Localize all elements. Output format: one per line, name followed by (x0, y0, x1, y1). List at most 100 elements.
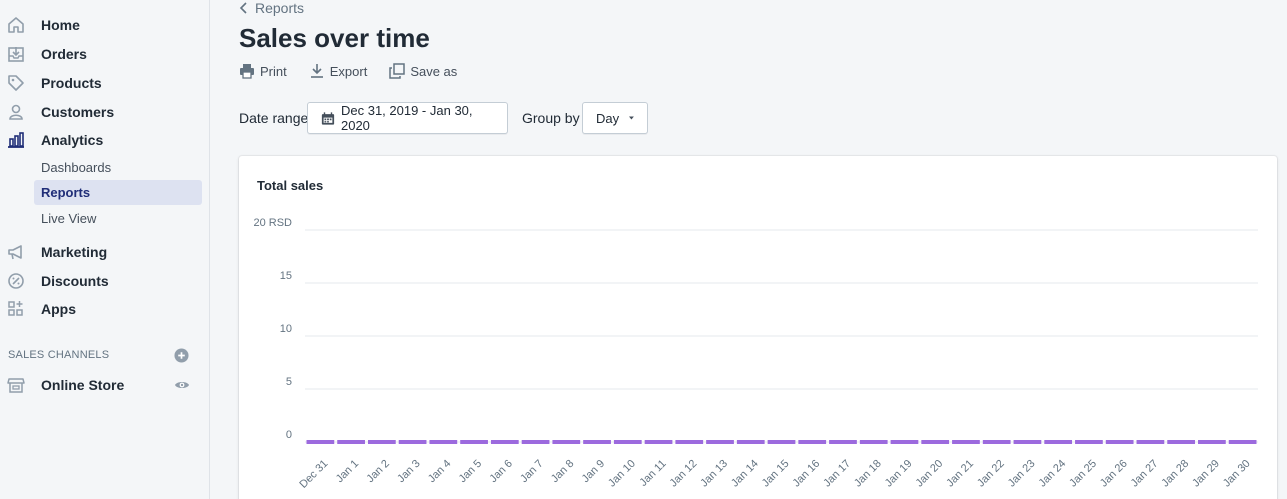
print-icon (240, 64, 254, 79)
y-tick-label: 10 (280, 323, 292, 335)
bar[interactable] (367, 440, 396, 444)
y-tick-label: 5 (286, 376, 292, 388)
y-tick-label: 0 (286, 429, 292, 441)
sidebar-subitem-dashboards[interactable]: Dashboards (34, 155, 202, 180)
bar[interactable] (1228, 440, 1257, 444)
x-tick-label: Jan 26 (1098, 458, 1130, 490)
group-by-label: Group by (522, 110, 580, 126)
x-tick-label: Jan 28 (1159, 458, 1191, 490)
sidebar-item-customers[interactable]: Customers (0, 99, 210, 125)
sidebar-subitem-label: Dashboards (41, 160, 112, 175)
x-tick-label: Jan 3 (395, 458, 423, 486)
bar[interactable] (675, 440, 704, 444)
bar[interactable] (1105, 440, 1134, 444)
x-tick-label: Jan 9 (580, 458, 608, 486)
sidebar-item-apps[interactable]: Apps (0, 296, 210, 322)
person-icon (6, 102, 26, 122)
x-tick-label: Jan 18 (852, 458, 884, 490)
bar[interactable] (1167, 440, 1196, 444)
sidebar-item-online-store[interactable]: Online Store (0, 372, 210, 398)
bar[interactable] (1013, 440, 1042, 444)
calendar-icon (321, 111, 335, 125)
add-sales-channel-icon[interactable] (174, 348, 189, 363)
x-tick-label: Jan 10 (606, 458, 638, 490)
date-range-button[interactable]: Dec 31, 2019 - Jan 30, 2020 (307, 102, 508, 134)
megaphone-icon (6, 242, 26, 262)
x-tick-label: Jan 1 (334, 458, 362, 486)
sidebar: Home Orders Products Customers Analytics… (0, 0, 210, 499)
bar[interactable] (706, 440, 734, 444)
bar[interactable] (306, 440, 335, 444)
x-tick-label: Jan 14 (729, 458, 761, 490)
sidebar-item-label: Home (41, 17, 80, 33)
bar[interactable] (798, 440, 827, 444)
bar[interactable] (859, 440, 888, 444)
sidebar-item-marketing[interactable]: Marketing (0, 239, 210, 265)
bar[interactable] (1075, 440, 1103, 444)
y-tick-label: 15 (280, 270, 292, 282)
bar[interactable] (829, 440, 857, 444)
caret-down-icon (629, 116, 634, 120)
view-store-eye-icon[interactable] (174, 377, 190, 393)
x-tick-label: Jan 16 (791, 458, 823, 490)
store-icon (6, 375, 26, 395)
x-tick-label: Jan 2 (364, 458, 392, 486)
bar[interactable] (613, 440, 642, 444)
save-as-label: Save as (410, 63, 458, 79)
bar[interactable] (337, 440, 365, 444)
chevron-left-icon (239, 2, 247, 14)
sidebar-item-label: Products (41, 75, 102, 91)
x-tick-label: Jan 7 (518, 458, 546, 486)
sidebar-item-products[interactable]: Products (0, 70, 210, 96)
group-by-select[interactable]: Day (582, 102, 648, 134)
bar[interactable] (1044, 440, 1073, 444)
page-actions: Print Export Save as (239, 61, 479, 81)
bar[interactable] (982, 440, 1011, 444)
x-tick-label: Jan 22 (975, 458, 1007, 490)
sidebar-item-discounts[interactable]: Discounts (0, 268, 210, 294)
sidebar-item-home[interactable]: Home (0, 12, 210, 38)
chart-title: Total sales (257, 178, 324, 193)
sidebar-item-analytics[interactable]: Analytics (0, 127, 210, 153)
date-range-value: Dec 31, 2019 - Jan 30, 2020 (340, 103, 473, 133)
group-by-value: Day (596, 110, 620, 126)
bar[interactable] (921, 440, 950, 444)
bar[interactable] (1136, 440, 1165, 444)
x-tick-label: Jan 4 (426, 458, 454, 486)
page-title: Sales over time (239, 23, 430, 53)
bar[interactable] (952, 440, 980, 444)
x-tick-label: Jan 19 (883, 458, 915, 490)
export-button[interactable]: Export (309, 63, 368, 79)
x-tick-label: Jan 13 (698, 458, 730, 490)
sidebar-item-label: Online Store (41, 377, 125, 393)
sidebar-item-label: Orders (41, 46, 87, 62)
print-button[interactable]: Print (239, 63, 287, 79)
x-tick-label: Jan 11 (637, 458, 668, 489)
bar[interactable] (583, 440, 611, 444)
bar[interactable] (1198, 440, 1226, 444)
x-tick-label: Jan 21 (944, 458, 976, 490)
tag-icon (6, 73, 26, 93)
bar[interactable] (736, 440, 765, 444)
bar[interactable] (767, 440, 796, 444)
export-label: Export (329, 63, 368, 79)
bar[interactable] (429, 440, 458, 444)
bar[interactable] (460, 440, 488, 444)
bar[interactable] (890, 440, 919, 444)
save-as-button[interactable]: Save as (389, 63, 457, 79)
sidebar-subitem-reports[interactable]: Reports (34, 180, 202, 205)
total-sales-card: Total sales 20 RSD 15 10 5 0 Dec 31 Jan 1 Jan 2… (239, 156, 1277, 499)
x-tick-label: Jan 30 (1221, 458, 1253, 490)
bar[interactable] (490, 440, 519, 444)
x-tick-label: Jan 17 (821, 458, 853, 490)
bar[interactable] (521, 440, 550, 444)
x-tick-label: Jan 29 (1190, 458, 1222, 490)
sidebar-item-orders[interactable]: Orders (0, 41, 210, 67)
breadcrumb[interactable]: Reports (239, 0, 304, 16)
bar[interactable] (398, 440, 427, 444)
x-tick-label: Jan 27 (1129, 458, 1161, 490)
sidebar-subitem-live-view[interactable]: Live View (34, 206, 202, 231)
bar[interactable] (552, 440, 581, 444)
bar[interactable] (644, 440, 673, 444)
